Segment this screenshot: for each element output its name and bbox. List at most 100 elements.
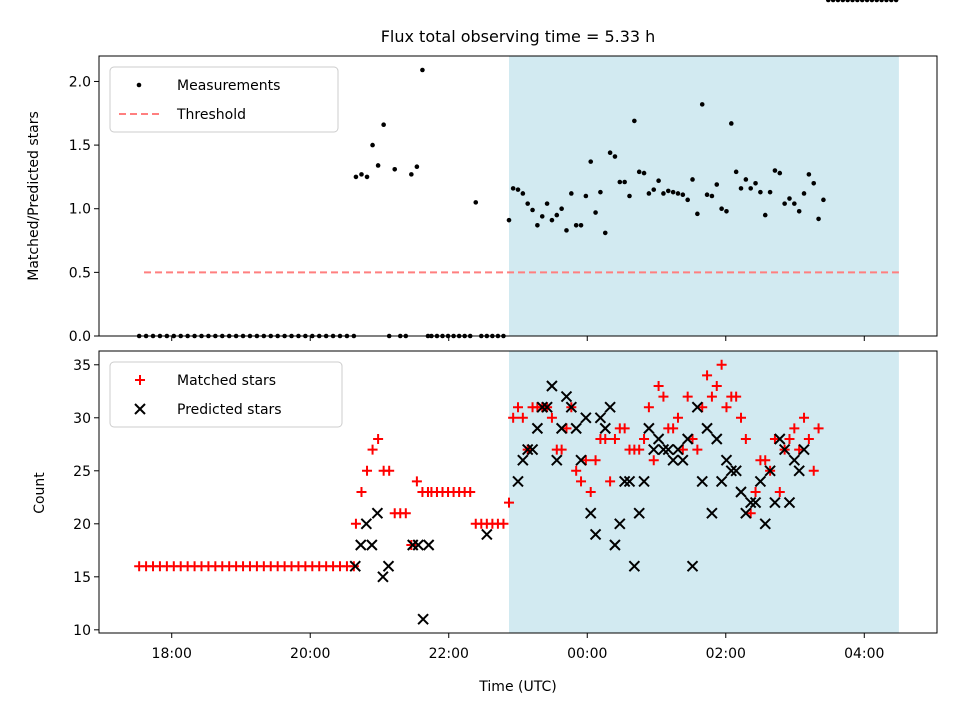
count-panel: 10 15 20 25 30 35 18:00 20:00 22:00 00:00 02:00 04:… — [73, 350, 938, 662]
predicted-star-point — [686, 560, 699, 572]
matched-star-point — [517, 412, 528, 423]
measurement-point — [593, 210, 598, 215]
y-tick-label: 35 — [73, 358, 91, 374]
y-tick-label: 20 — [73, 517, 91, 533]
measurement-point — [392, 166, 398, 172]
measurement-point — [525, 201, 530, 206]
predicted-star-point — [546, 380, 558, 392]
predicted-star-point — [371, 507, 384, 519]
measurement-point — [855, 0, 860, 3]
measurement-point — [777, 170, 783, 176]
measurement-point — [753, 180, 758, 186]
measurement-point — [646, 191, 652, 196]
matched-star-point — [808, 465, 819, 476]
matched-star-point — [605, 476, 616, 487]
measurement-point — [704, 192, 710, 198]
matched-star-point — [585, 487, 596, 497]
measurement-point — [748, 186, 754, 191]
matched-star-point — [813, 423, 824, 434]
predicted-star-point — [623, 475, 636, 488]
series-predicted-stars — [350, 380, 810, 625]
count-panel-frame — [98, 350, 938, 634]
matched-star-point — [373, 433, 384, 444]
predicted-star-point — [417, 613, 429, 625]
predicted-star-point — [754, 475, 767, 488]
predicted-star-point — [536, 401, 548, 413]
measurement-point — [859, 0, 865, 3]
x-tick-label: 18:00 — [152, 646, 192, 662]
predicted-star-point — [570, 422, 582, 435]
y-tick-label: 1.5 — [69, 138, 91, 154]
measurement-point — [685, 197, 690, 203]
matched-star-point — [745, 508, 756, 519]
predicted-star-point — [589, 528, 602, 541]
matched-star-point — [774, 487, 785, 497]
matched-star-point — [716, 359, 727, 370]
legend: Matched stars Predicted stars — [109, 361, 343, 428]
predicted-star-point — [541, 401, 553, 413]
predicted-star-point — [481, 528, 493, 541]
matched-star-point — [682, 391, 693, 402]
predicted-star-point — [355, 539, 367, 551]
measurement-point — [564, 228, 569, 233]
measurement-point — [845, 0, 850, 3]
x-tick-label: 20:00 — [290, 646, 330, 662]
matched-star-point — [400, 508, 411, 519]
legend-label: Measurements — [177, 78, 280, 94]
observing-window-span — [508, 56, 899, 336]
matched-star-point — [677, 444, 688, 455]
legend: Measurements Threshold — [109, 66, 339, 133]
measurement-point — [714, 182, 720, 187]
x-tick-label: 22:00 — [429, 646, 469, 662]
measurement-point — [733, 169, 739, 175]
predicted-star-point — [696, 475, 708, 488]
measurement-point — [359, 172, 364, 177]
top-y-axis-label: Matched/Predicted stars — [26, 111, 42, 281]
measurement-point — [888, 0, 894, 3]
predicted-star-point — [788, 454, 801, 466]
predicted-star-point — [677, 454, 689, 466]
matched-star-point — [702, 370, 713, 381]
matched-star-point — [789, 423, 800, 434]
matched-star-point — [411, 476, 422, 487]
predicted-star-point — [715, 475, 728, 488]
matched-star-point — [643, 402, 654, 413]
measurement-point — [409, 172, 414, 177]
predicted-star-point — [628, 560, 641, 572]
y-tick-label: 10 — [73, 623, 91, 639]
matched-star-point — [571, 465, 582, 476]
matched-star-point — [350, 518, 361, 529]
measurement-point — [136, 82, 142, 88]
matched-star-point — [546, 412, 557, 423]
y-tick-label: 2.0 — [69, 74, 91, 90]
legend-label: Matched stars — [177, 373, 276, 389]
matched-star-point — [784, 433, 795, 444]
predicted-star-point — [575, 454, 587, 466]
matched-star-point — [513, 402, 523, 413]
bottom-y-axis-label: Count — [32, 472, 48, 514]
matched-star-point — [356, 487, 367, 497]
measurement-point — [617, 179, 623, 185]
measurement-point — [719, 206, 724, 212]
predicted-star-point — [667, 454, 679, 466]
measurement-point — [821, 197, 826, 203]
predicted-star-point — [691, 401, 704, 413]
matched-star-point — [672, 412, 683, 423]
matched-star-point — [658, 391, 669, 402]
matched-star-point — [648, 455, 659, 466]
measurement-point — [850, 0, 855, 3]
measurement-point — [506, 217, 512, 223]
predicted-star-point — [551, 454, 563, 466]
measurement-point — [738, 186, 744, 191]
matched-star-point — [556, 444, 567, 455]
measurement-point — [690, 177, 695, 182]
ratio-panel-frame — [98, 55, 938, 337]
measurement-point — [602, 230, 608, 236]
predicted-star-point — [720, 454, 733, 466]
predicted-star-point — [526, 443, 539, 456]
predicted-star-point — [643, 422, 655, 435]
measurement-point — [573, 222, 579, 228]
measurement-point — [510, 186, 516, 191]
predicted-star-point — [735, 486, 747, 498]
measurement-point — [772, 168, 778, 173]
